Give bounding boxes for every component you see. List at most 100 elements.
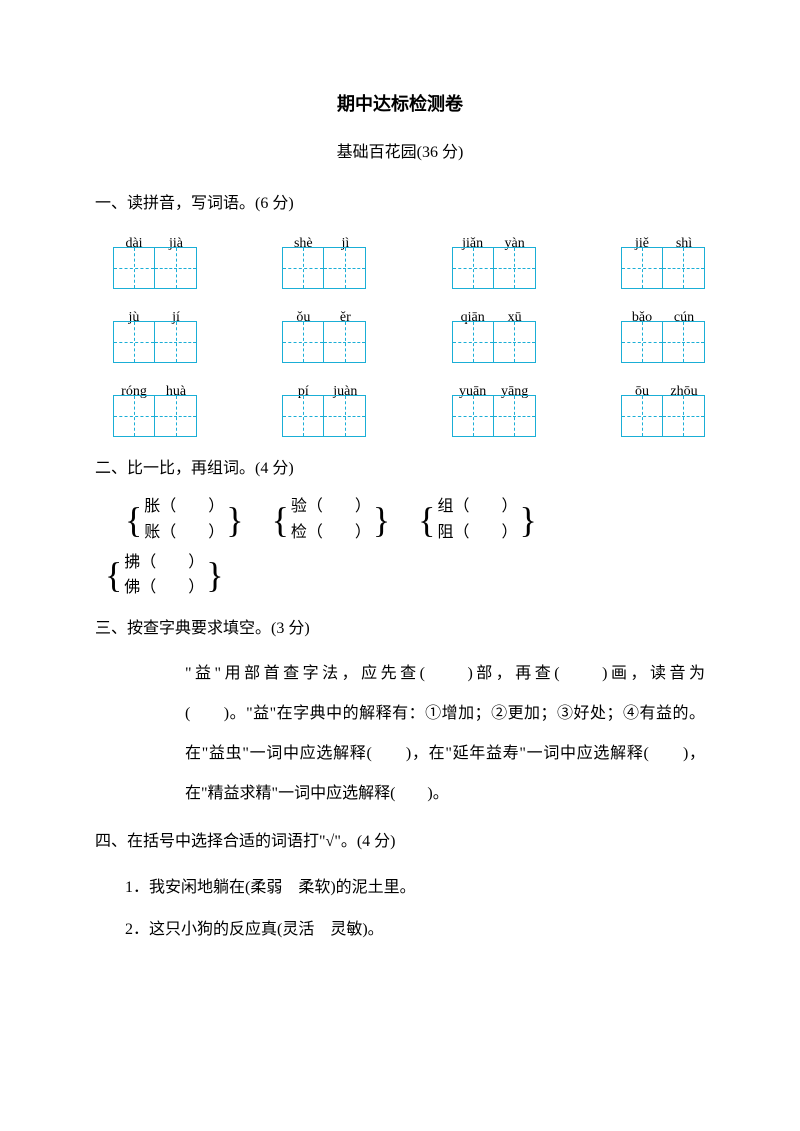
pinyin-label: zhōu xyxy=(663,377,705,395)
page-subtitle: 基础百花园(36 分) xyxy=(95,138,705,162)
tianzi-box[interactable] xyxy=(621,395,663,437)
q4-item: 1．我安闲地躺在(柔弱 柔软)的泥土里。 xyxy=(125,867,705,909)
pinyin-label: róng xyxy=(113,377,155,395)
tianzi-pair[interactable] xyxy=(113,321,197,363)
tianzi-box[interactable] xyxy=(113,395,155,437)
tianzi-box[interactable] xyxy=(621,321,663,363)
brace-group: {验（ ）检（ ）} xyxy=(272,494,391,545)
pinyin-group: rónghuà xyxy=(113,377,197,437)
pair-line[interactable]: 验（ ） xyxy=(291,494,371,520)
tianzi-box[interactable] xyxy=(494,247,536,289)
tianzi-box[interactable] xyxy=(663,321,705,363)
pinyin-label: huà xyxy=(155,377,197,395)
tianzi-box[interactable] xyxy=(452,321,494,363)
tianzi-box[interactable] xyxy=(494,321,536,363)
pair-line[interactable]: 拂（ ） xyxy=(124,550,204,576)
section-q4: 四、在括号中选择合适的词语打"√"。(4 分) 1．我安闲地躺在(柔弱 柔软)的… xyxy=(95,824,705,950)
pinyin-labels: ōuzhōu xyxy=(621,377,705,395)
pair-lines: 验（ ）检（ ） xyxy=(291,494,371,545)
tianzi-box[interactable] xyxy=(155,247,197,289)
tianzi-box[interactable] xyxy=(324,395,366,437)
tianzi-box[interactable] xyxy=(282,395,324,437)
tianzi-box[interactable] xyxy=(494,395,536,437)
brace-group: {胀（ ）账（ ）} xyxy=(125,494,244,545)
pinyin-group: jiǎnyàn xyxy=(452,229,536,289)
tianzi-pair[interactable] xyxy=(113,247,197,289)
pinyin-label: jiě xyxy=(621,229,663,247)
pinyin-labels: píjuàn xyxy=(282,377,366,395)
pair-line[interactable]: 组（ ） xyxy=(437,494,517,520)
brace-group: {拂（ ）佛（ ）} xyxy=(105,550,224,601)
q2-row1: {胀（ ）账（ ）}{验（ ）检（ ）}{组（ ）阻（ ）} xyxy=(125,494,705,545)
pinyin-label: jù xyxy=(113,303,155,321)
close-brace-icon: } xyxy=(373,502,390,538)
pinyin-label: bǎo xyxy=(621,303,663,321)
tianzi-box[interactable] xyxy=(663,247,705,289)
pinyin-group: qiānxū xyxy=(452,303,536,363)
pair-line[interactable]: 账（ ） xyxy=(144,520,224,546)
tianzi-pair[interactable] xyxy=(282,395,366,437)
pinyin-group: dàijià xyxy=(113,229,197,289)
pinyin-labels: dàijià xyxy=(113,229,197,247)
pinyin-labels: qiānxū xyxy=(452,303,536,321)
pair-line[interactable]: 检（ ） xyxy=(291,520,371,546)
pair-line[interactable]: 胀（ ） xyxy=(144,494,224,520)
pinyin-label: yāng xyxy=(494,377,536,395)
tianzi-pair[interactable] xyxy=(282,321,366,363)
pinyin-labels: jiǎnyàn xyxy=(452,229,536,247)
page-title: 期中达标检测卷 xyxy=(95,90,705,116)
tianzi-pair[interactable] xyxy=(621,247,705,289)
pinyin-group: bǎocún xyxy=(621,303,705,363)
close-brace-icon: } xyxy=(519,502,536,538)
tianzi-box[interactable] xyxy=(282,321,324,363)
pinyin-labels: rónghuà xyxy=(113,377,197,395)
tianzi-pair[interactable] xyxy=(621,395,705,437)
close-brace-icon: } xyxy=(206,557,223,593)
pinyin-labels: yuānyāng xyxy=(452,377,536,395)
pair-line[interactable]: 佛（ ） xyxy=(124,575,204,601)
tianzi-box[interactable] xyxy=(324,321,366,363)
pinyin-label: jià xyxy=(155,229,197,247)
open-brace-icon: { xyxy=(125,502,142,538)
pinyin-label: dài xyxy=(113,229,155,247)
pinyin-label: xū xyxy=(494,303,536,321)
pinyin-label: yuān xyxy=(452,377,494,395)
q3-head: 三、按查字典要求填空。(3 分) xyxy=(95,611,705,646)
tianzi-box[interactable] xyxy=(621,247,663,289)
pair-line[interactable]: 阻（ ） xyxy=(437,520,517,546)
tianzi-pair[interactable] xyxy=(452,395,536,437)
pair-lines: 拂（ ）佛（ ） xyxy=(124,550,204,601)
tianzi-pair[interactable] xyxy=(452,321,536,363)
pinyin-label: juàn xyxy=(324,377,366,395)
tianzi-pair[interactable] xyxy=(452,247,536,289)
q3-body: "益"用部首查字法，应先查( )部，再查( )画，读音为( )。"益"在字典中的… xyxy=(185,654,705,814)
tianzi-pair[interactable] xyxy=(113,395,197,437)
tianzi-box[interactable] xyxy=(663,395,705,437)
tianzi-box[interactable] xyxy=(155,321,197,363)
pinyin-labels: jiěshì xyxy=(621,229,705,247)
tianzi-box[interactable] xyxy=(452,395,494,437)
q2-row2: {拂（ ）佛（ ）} xyxy=(105,550,705,601)
pinyin-group: ǒuěr xyxy=(282,303,366,363)
open-brace-icon: { xyxy=(272,502,289,538)
tianzi-pair[interactable] xyxy=(282,247,366,289)
pinyin-group: yuānyāng xyxy=(452,377,536,437)
q1-grid: dàijiàshèjìjiǎnyànjiěshìjùjíǒuěrqiānxūbǎ… xyxy=(113,229,705,437)
tianzi-box[interactable] xyxy=(282,247,324,289)
tianzi-box[interactable] xyxy=(324,247,366,289)
pinyin-group: jùjí xyxy=(113,303,197,363)
pinyin-labels: bǎocún xyxy=(621,303,705,321)
tianzi-box[interactable] xyxy=(113,321,155,363)
tianzi-box[interactable] xyxy=(113,247,155,289)
pinyin-group: píjuàn xyxy=(282,377,366,437)
pinyin-label: cún xyxy=(663,303,705,321)
pinyin-label: pí xyxy=(282,377,324,395)
pinyin-row: dàijiàshèjìjiǎnyànjiěshì xyxy=(113,229,705,289)
tianzi-box[interactable] xyxy=(452,247,494,289)
pinyin-label: jí xyxy=(155,303,197,321)
q4-items: 1．我安闲地躺在(柔弱 柔软)的泥土里。 2．这只小狗的反应真(灵活 灵敏)。 xyxy=(125,867,705,950)
pinyin-label: ǒu xyxy=(282,303,324,321)
section-q3: 三、按查字典要求填空。(3 分) "益"用部首查字法，应先查( )部，再查( )… xyxy=(95,611,705,814)
tianzi-pair[interactable] xyxy=(621,321,705,363)
tianzi-box[interactable] xyxy=(155,395,197,437)
